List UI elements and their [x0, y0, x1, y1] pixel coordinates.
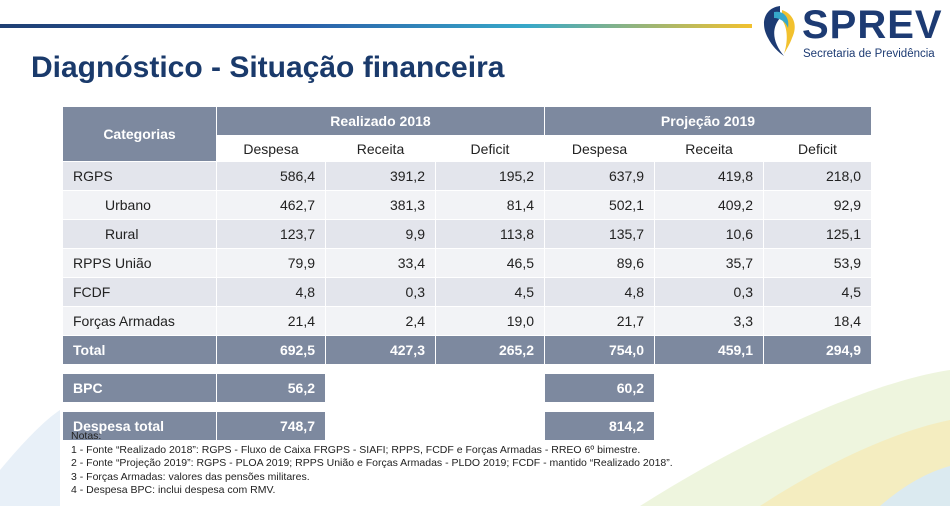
note-item: 1 - Fonte “Realizado 2018”: RGPS - Fluxo… — [71, 443, 641, 456]
row-label: RPPS União — [62, 248, 217, 278]
cell: 692,5 — [216, 335, 326, 365]
cell: 419,8 — [654, 161, 764, 191]
group-header-realizado: Realizado 2018 — [216, 106, 545, 136]
sub-header: Despesa — [216, 135, 326, 162]
cell: 92,9 — [763, 190, 872, 220]
notes-heading: Notas: — [71, 430, 102, 442]
cell: 3,3 — [654, 306, 764, 336]
total-row: Total 692,5 427,3 265,2 754,0 459,1 294,… — [62, 335, 872, 365]
cell: 18,4 — [763, 306, 872, 336]
brand-subtitle: Secretaria de Previdência — [803, 48, 935, 60]
cell: 81,4 — [435, 190, 545, 220]
sub-header: Deficit — [763, 135, 872, 162]
despesa-total-projecao: 814,2 — [544, 411, 655, 441]
table-row: RPPS União 79,9 33,4 46,5 89,6 35,7 53,9 — [62, 248, 872, 278]
row-label: Forças Armadas — [62, 306, 217, 336]
cell: 53,9 — [763, 248, 872, 278]
header-gradient-line — [0, 24, 752, 28]
bpc-row: BPC 56,2 60,2 — [62, 373, 872, 403]
table-row: Rural 123,7 9,9 113,8 135,7 10,6 125,1 — [62, 219, 872, 249]
cell: 135,7 — [544, 219, 655, 249]
notes: Notas: 1 - Fonte “Realizado 2018”: RGPS … — [71, 430, 673, 498]
cell: 195,2 — [435, 161, 545, 191]
financial-table: Categorias Realizado 2018 Projeção 2019 … — [62, 106, 872, 441]
row-label: FCDF — [62, 277, 217, 307]
bpc-label: BPC — [62, 373, 217, 403]
cell: 754,0 — [544, 335, 655, 365]
cell: 4,8 — [544, 277, 655, 307]
cell: 0,3 — [325, 277, 436, 307]
cell: 218,0 — [763, 161, 872, 191]
cell: 2,4 — [325, 306, 436, 336]
despesa-total-row: Despesa total 748,7 814,2 — [62, 411, 872, 441]
cell: 0,3 — [654, 277, 764, 307]
cell: 462,7 — [216, 190, 326, 220]
note-item: 4 - Despesa BPC: inclui despesa com RMV. — [71, 484, 276, 496]
cell: 9,9 — [325, 219, 436, 249]
table-row: RGPS 586,4 391,2 195,2 637,9 419,8 218,0 — [62, 161, 872, 191]
cell: 21,4 — [216, 306, 326, 336]
page-title: Diagnóstico - Situação financeira — [31, 51, 505, 84]
despesa-total-label: Despesa total — [62, 411, 217, 441]
sub-header: Receita — [654, 135, 764, 162]
cell: 46,5 — [435, 248, 545, 278]
cell: 10,6 — [654, 219, 764, 249]
cell: 125,1 — [763, 219, 872, 249]
cell: 409,2 — [654, 190, 764, 220]
note-item: 2 - Fonte “Projeção 2019”: RGPS - PLOA 2… — [71, 457, 673, 469]
cell: 19,0 — [435, 306, 545, 336]
cell: 89,6 — [544, 248, 655, 278]
cell: 33,4 — [325, 248, 436, 278]
sub-header: Receita — [325, 135, 436, 162]
cell: 637,9 — [544, 161, 655, 191]
cell: 381,3 — [325, 190, 436, 220]
total-label: Total — [62, 335, 217, 365]
table-row: Urbano 462,7 381,3 81,4 502,1 409,2 92,9 — [62, 190, 872, 220]
cell: 21,7 — [544, 306, 655, 336]
row-label: Rural — [62, 219, 217, 249]
bpc-projecao: 60,2 — [544, 373, 655, 403]
cell: 265,2 — [435, 335, 545, 365]
group-header-projecao: Projeção 2019 — [544, 106, 872, 136]
row-label: RGPS — [62, 161, 217, 191]
category-header: Categorias — [62, 106, 217, 162]
note-item: 3 - Forças Armadas: valores das pensões … — [71, 470, 310, 483]
cell: 4,8 — [216, 277, 326, 307]
sub-header: Deficit — [435, 135, 545, 162]
cell: 4,5 — [435, 277, 545, 307]
cell: 586,4 — [216, 161, 326, 191]
cell: 502,1 — [544, 190, 655, 220]
despesa-total-realizado: 748,7 — [216, 411, 326, 441]
cell: 391,2 — [325, 161, 436, 191]
cell: 113,8 — [435, 219, 545, 249]
sub-header: Despesa — [544, 135, 655, 162]
cell: 123,7 — [216, 219, 326, 249]
cell: 459,1 — [654, 335, 764, 365]
bpc-realizado: 56,2 — [216, 373, 326, 403]
table-row: Forças Armadas 21,4 2,4 19,0 21,7 3,3 18… — [62, 306, 872, 336]
cell: 427,3 — [325, 335, 436, 365]
cell: 294,9 — [763, 335, 872, 365]
cell: 4,5 — [763, 277, 872, 307]
table-row: FCDF 4,8 0,3 4,5 4,8 0,3 4,5 — [62, 277, 872, 307]
cell: 79,9 — [216, 248, 326, 278]
row-label: Urbano — [62, 190, 217, 220]
brand-name: SPREV — [802, 3, 943, 47]
cell: 35,7 — [654, 248, 764, 278]
sprev-logo-icon — [764, 6, 795, 56]
